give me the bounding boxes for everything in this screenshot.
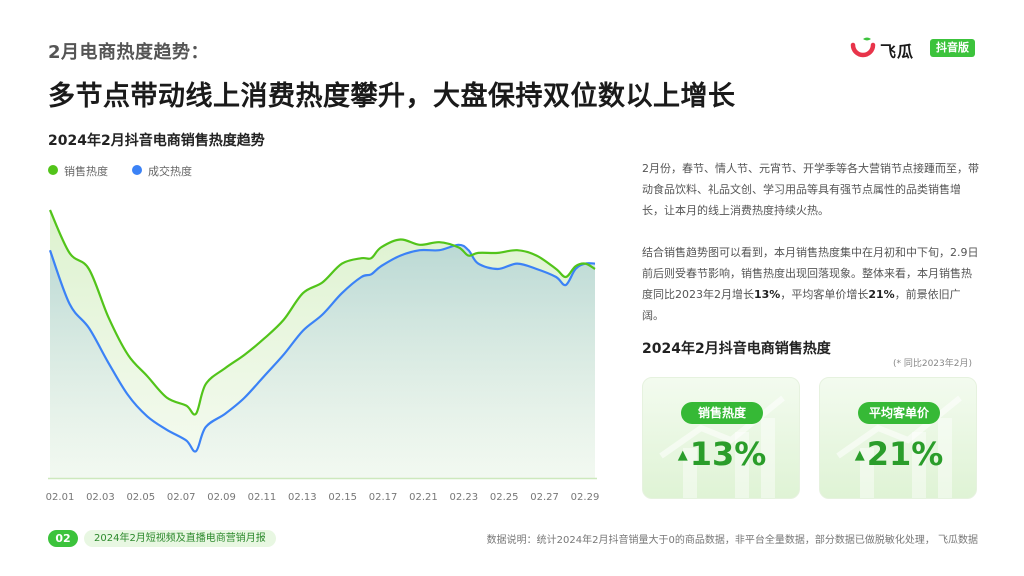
deal-heat-line bbox=[48, 243, 596, 453]
x-tick-label: 02.01 bbox=[46, 492, 75, 503]
brand-tag: 抖音版 bbox=[930, 39, 975, 57]
kpi-label: 销售热度 bbox=[681, 402, 763, 424]
feigua-logo-icon bbox=[850, 37, 876, 58]
up-triangle-icon: ▲ bbox=[677, 448, 688, 463]
x-tick-label: 02.09 bbox=[207, 492, 236, 503]
legend-dot-icon bbox=[48, 165, 58, 175]
kpi-label: 平均客单价 bbox=[858, 402, 940, 424]
sales-heat-line bbox=[48, 209, 596, 416]
x-tick-label: 02.03 bbox=[86, 492, 115, 503]
kpi-footnote: (* 同比2023年2月) bbox=[892, 359, 972, 369]
x-tick-label: 02.27 bbox=[530, 492, 559, 503]
kpi-value: ▲13% bbox=[677, 435, 767, 473]
x-tick-label: 02.29 bbox=[571, 492, 600, 503]
x-tick-label: 02.07 bbox=[167, 492, 196, 503]
analysis-text: 2月份，春节、情人节、元宵节、开学季等各大营销节点接踵而至，带动食品饮料、礼品文… bbox=[642, 158, 980, 326]
kpi-card-avg-price: 平均客单价 ▲21% bbox=[819, 377, 977, 499]
legend-label: 销售热度 bbox=[64, 165, 108, 178]
section-label: 2月电商热度趋势： bbox=[48, 42, 210, 63]
kpi-value: ▲21% bbox=[854, 435, 944, 473]
legend-label: 成交热度 bbox=[148, 165, 192, 178]
x-tick-label: 02.17 bbox=[369, 492, 398, 503]
kpi-section-title: 2024年2月抖音电商销售热度 bbox=[642, 341, 831, 357]
x-tick-label: 02.13 bbox=[288, 492, 317, 503]
x-tick-label: 02.21 bbox=[409, 492, 438, 503]
kpi-card-sales-heat: 销售热度 ▲13% bbox=[642, 377, 800, 499]
sales-growth-inline: 13% bbox=[754, 288, 781, 301]
x-tick-label: 02.05 bbox=[126, 492, 155, 503]
x-tick-label: 02.25 bbox=[490, 492, 519, 503]
deal-heat-area bbox=[50, 244, 595, 478]
page-headline: 多节点带动线上消费热度攀升，大盘保持双位数以上增长 bbox=[48, 81, 736, 112]
x-tick-label: 02.15 bbox=[328, 492, 357, 503]
legend-dot-icon bbox=[132, 165, 142, 175]
chart-title: 2024年2月抖音电商销售热度趋势 bbox=[48, 133, 265, 149]
report-name: 2024年2月短视频及直播电商营销月报 bbox=[84, 530, 276, 547]
x-tick-label: 02.11 bbox=[248, 492, 277, 503]
brand-name: 飞瓜 bbox=[880, 42, 915, 61]
page-number-badge: 02 bbox=[48, 530, 78, 547]
price-growth-inline: 21% bbox=[868, 288, 895, 301]
x-tick-label: 02.23 bbox=[450, 492, 479, 503]
analysis-paragraph-2: 结合销售趋势图可以看到，本月销售热度集中在月初和中下旬，2.9日前后则受春节影响… bbox=[642, 246, 979, 322]
analysis-paragraph-1: 2月份，春节、情人节、元宵节、开学季等各大营销节点接踵而至，带动食品饮料、礼品文… bbox=[642, 162, 979, 217]
brand-logo: 飞瓜 抖音版 bbox=[850, 36, 978, 61]
data-source-note: 数据说明：统计2024年2月抖音销量大于0的商品数据，非平台全量数据，部分数据已… bbox=[486, 535, 978, 546]
up-triangle-icon: ▲ bbox=[854, 448, 865, 463]
